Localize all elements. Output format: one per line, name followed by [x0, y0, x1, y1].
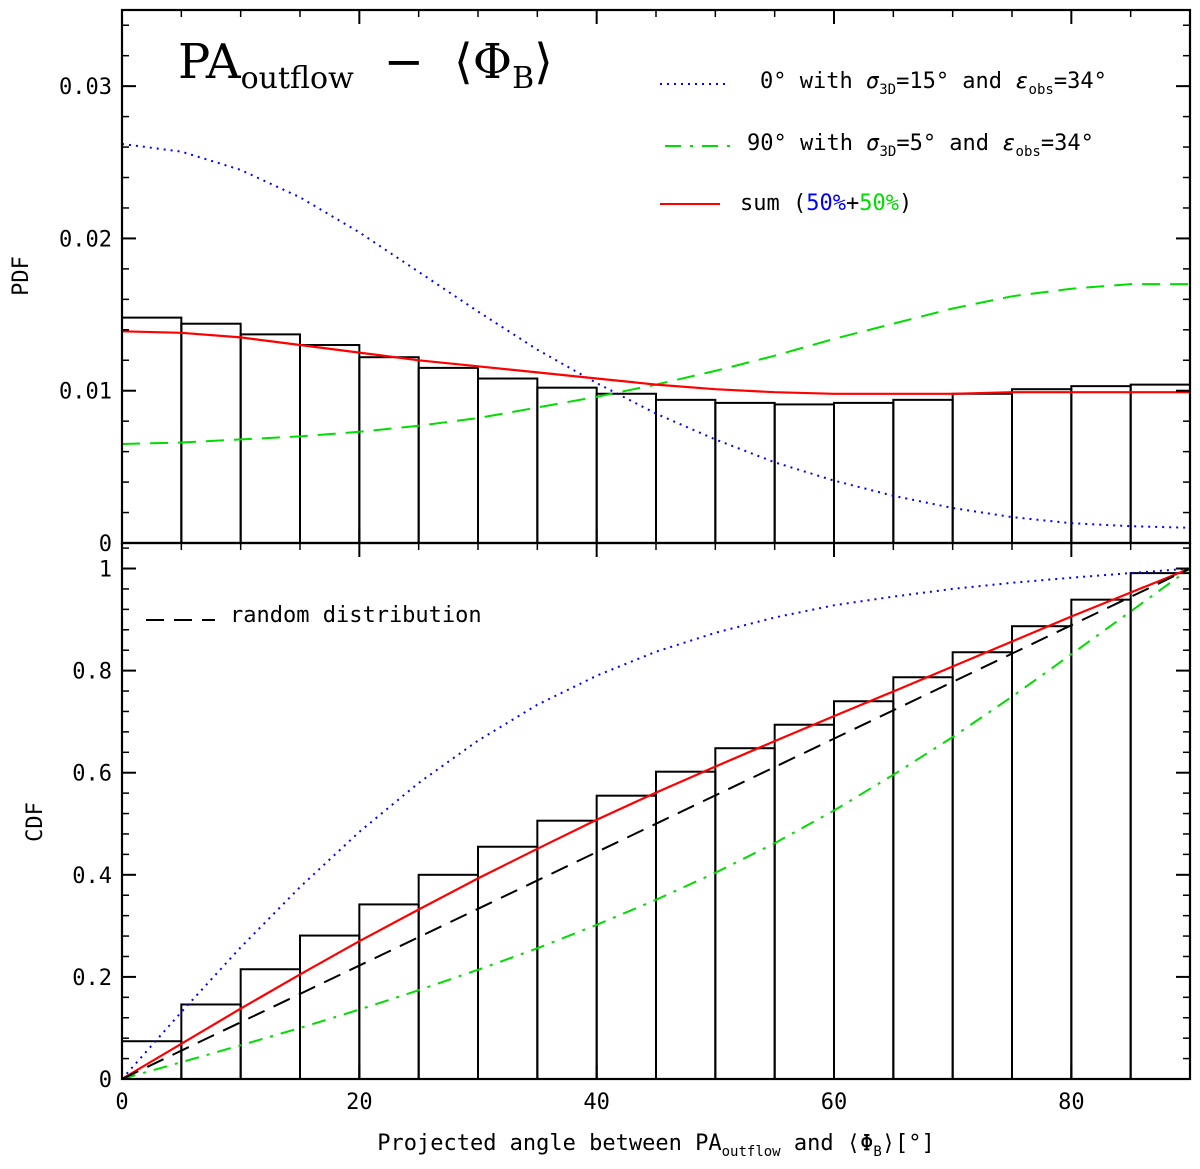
cdf-ytick-label: 1 — [99, 558, 112, 583]
pdf-panel: 0 0.01 0.02 0.03 PAoutflow − ⟨ΦB⟩ PDF 0° with… — [9, 8, 1192, 557]
pdf-hist-bar — [121, 316, 183, 545]
pdf-hist-bar — [1129, 383, 1191, 544]
cdf-hist-bar — [892, 676, 954, 1080]
cdf-hist-bar — [239, 968, 302, 1080]
pdf-legend: 0° with σ3D=15° and εobs=34° 90° with σ3… — [660, 69, 1107, 216]
cdf-xtick-label: 80 — [1058, 1090, 1085, 1115]
legend-entry-sum: sum (50%+50%) — [740, 191, 912, 216]
cdf-hist-bar — [655, 770, 717, 1081]
cdf-legend: random distribution — [146, 603, 482, 628]
pdf-ytick-label: 0.03 — [59, 75, 112, 100]
pdf-hist-bar — [180, 322, 242, 544]
cdf-hist-bar — [1011, 625, 1073, 1081]
cdf-hist-bar — [477, 845, 539, 1080]
pdf-hist-bar — [655, 398, 717, 545]
pdf-hist-bar — [536, 386, 598, 544]
pdf-ytick-label: 0 — [99, 532, 112, 557]
cdf-hist-bar — [833, 700, 895, 1080]
cdf-xtick-label: 20 — [346, 1090, 373, 1115]
pdf-hist-bar — [773, 403, 836, 545]
cdf-ytick-label: 0.2 — [72, 966, 112, 991]
pdf-ytick-label: 0.02 — [59, 227, 112, 252]
cdf-hist-bar — [1129, 572, 1191, 1080]
cdf-series-3-line — [121, 567, 1191, 1080]
pdf-hist-bar — [299, 344, 361, 544]
cdf-hist-bar — [180, 1003, 242, 1080]
chart-title: PAoutflow − ⟨ΦB⟩ — [178, 34, 553, 96]
cdf-hist-bar — [1070, 598, 1132, 1080]
cdf-ytick-label: 0.6 — [72, 762, 112, 787]
pdf-hist-bar — [951, 392, 1014, 545]
cdf-xlabel: Projected angle between PAoutflow and ⟨Φ… — [377, 1131, 935, 1160]
pdf-hist-bar — [595, 392, 658, 545]
legend-entry-random: random distribution — [230, 603, 482, 628]
cdf-xtick-label: 60 — [821, 1090, 848, 1115]
cdf-xtick-label: 0 — [115, 1090, 128, 1115]
cdf-curves — [121, 567, 1191, 1080]
cdf-series-2-line — [121, 567, 1191, 1080]
cdf-hist-bar — [773, 723, 836, 1081]
pdf-hist-bar — [1070, 385, 1132, 544]
cdf-panel: 0 20 40 60 80 0 0.2 0.4 0.6 0.8 1 CDF random distr… — [23, 541, 1192, 1160]
cdf-hist-bar — [536, 819, 598, 1080]
pdf-hist-bar — [477, 377, 539, 544]
pdf-ylabel: PDF — [9, 256, 34, 296]
cdf-ytick-label: 0 — [99, 1068, 112, 1093]
legend-entry-0deg: 0° with σ3D=15° and εobs=34° — [760, 69, 1107, 98]
pdf-hist-bar — [833, 401, 895, 545]
pdf-curves — [121, 143, 1191, 529]
cdf-ytick-label: 0.8 — [72, 660, 112, 685]
cdf-series-1-line — [121, 567, 1191, 1080]
pdf-hist-bar — [714, 401, 776, 545]
pdf-hist-bar — [892, 398, 954, 545]
pdf-histogram — [121, 316, 1191, 545]
cdf-frame — [120, 541, 1192, 1081]
cdf-ytick-label: 0.4 — [72, 864, 112, 889]
pdf-series-2-line — [121, 330, 1190, 395]
cdf-hist-bar — [595, 794, 658, 1081]
pdf-hist-bar — [417, 366, 479, 544]
cdf-hist-bar — [358, 903, 420, 1080]
legend-entry-90deg: 90° with σ3D=5° and εobs=34° — [747, 131, 1094, 160]
pdf-ytick-label: 0.01 — [59, 380, 112, 405]
cdf-hist-bar — [951, 651, 1014, 1080]
pdf-hist-bar — [358, 356, 420, 544]
pdf-hist-bar — [1011, 388, 1073, 545]
cdf-ylabel: CDF — [23, 802, 48, 842]
cdf-xtick-label: 40 — [583, 1090, 610, 1115]
cdf-hist-bar — [714, 747, 776, 1080]
